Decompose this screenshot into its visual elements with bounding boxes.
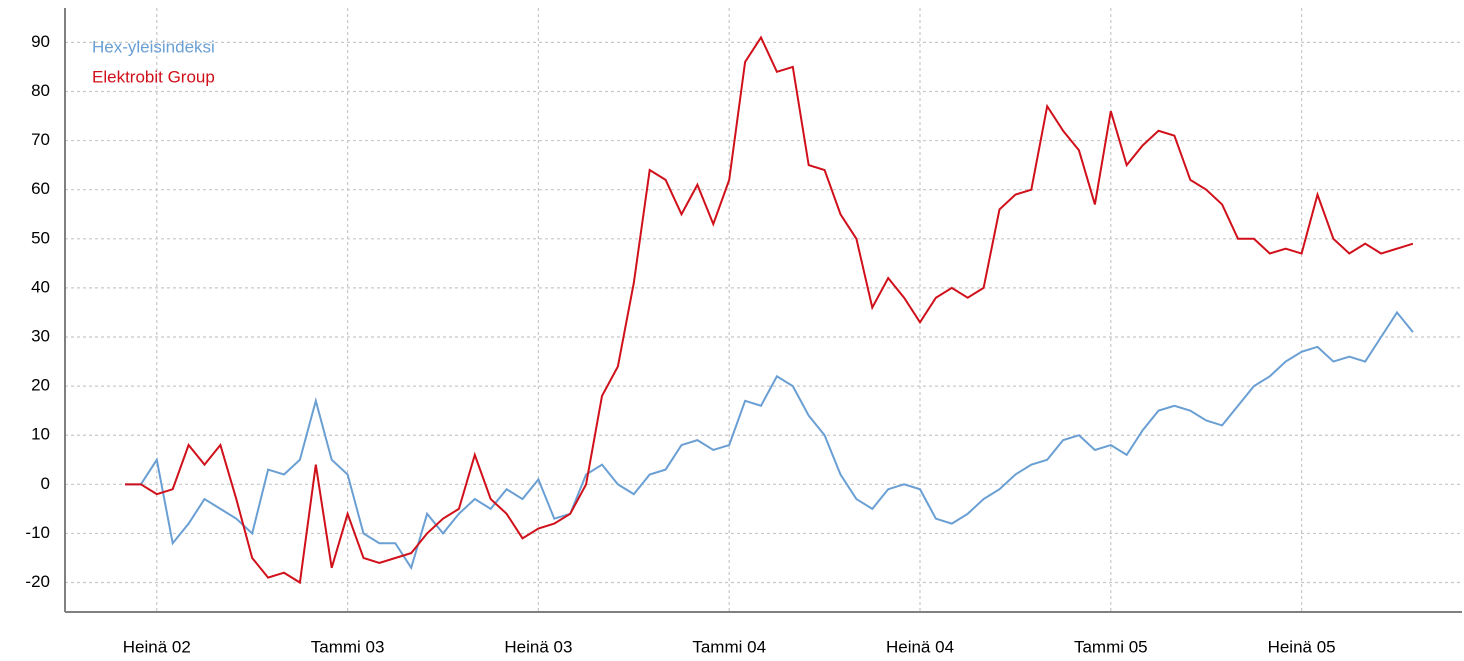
y-tick-label: 60 (31, 179, 50, 198)
y-tick-label: 30 (31, 326, 50, 345)
y-tick-label: 80 (31, 81, 50, 100)
x-tick-label: Tammi 05 (1074, 637, 1148, 656)
x-tick-label: Heinä 02 (123, 637, 191, 656)
x-tick-label: Tammi 04 (692, 637, 766, 656)
y-tick-label: 70 (31, 130, 50, 149)
y-tick-label: 0 (41, 474, 50, 493)
legend-label: Elektrobit Group (92, 67, 215, 86)
y-tick-label: -20 (25, 572, 50, 591)
y-tick-label: 90 (31, 32, 50, 51)
line (125, 35, 1414, 585)
line (125, 310, 1414, 571)
x-tick-label: Heinä 05 (1268, 637, 1336, 656)
y-tick-label: -10 (25, 523, 50, 542)
y-tick-label: 40 (31, 277, 50, 296)
legend-label: Hex-yleisindeksi (92, 37, 215, 56)
x-tick-label: Heinä 04 (886, 637, 954, 656)
x-tick-label: Tammi 03 (311, 637, 385, 656)
y-tick-label: 20 (31, 376, 50, 395)
x-tick-label: Heinä 03 (504, 637, 572, 656)
y-tick-label: 50 (31, 228, 50, 247)
y-tick-label: 10 (31, 425, 50, 444)
